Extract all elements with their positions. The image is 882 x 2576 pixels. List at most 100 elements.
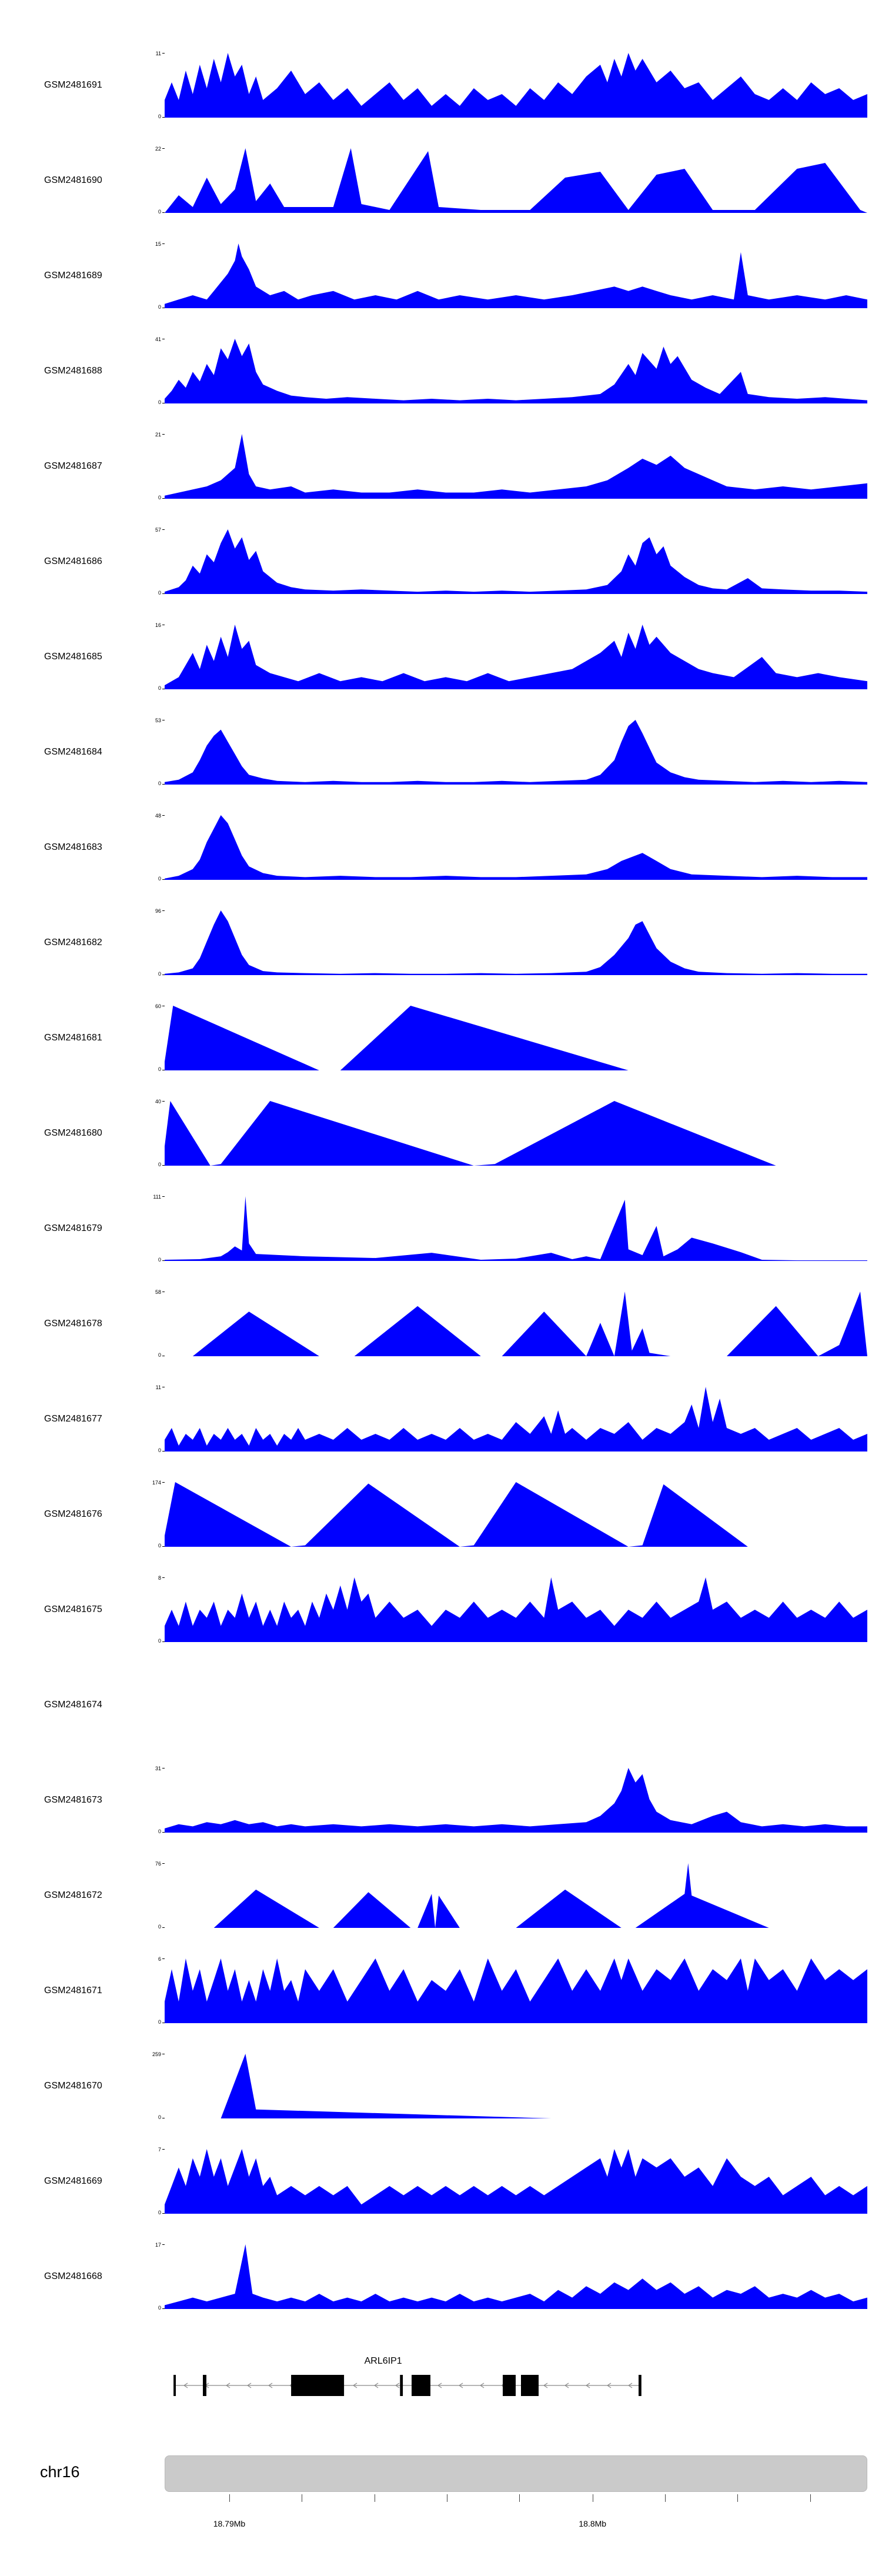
axis-zero-label: 0 — [158, 114, 161, 119]
axis-max-label: 17 — [155, 2242, 161, 2248]
track-row: GSM2481683 48 0 — [0, 813, 882, 910]
axis-tick-mark — [162, 53, 165, 54]
coverage-area — [165, 1577, 867, 1642]
axis-tick-mark — [162, 1927, 165, 1928]
strand-arrow-icon — [564, 2383, 569, 2388]
strand-arrow-icon — [373, 2383, 379, 2388]
axis-tick-mark — [162, 212, 165, 213]
axis-tick-mark — [162, 1863, 165, 1864]
axis-zero-label: 0 — [158, 2019, 161, 2025]
strand-arrow-icon — [183, 2383, 188, 2388]
track-label: GSM2481676 — [44, 1509, 102, 1519]
track-label: GSM2481670 — [44, 2081, 102, 2091]
coverage-area — [165, 1101, 867, 1166]
track-row: GSM2481669 7 0 — [0, 2147, 882, 2244]
track-label: GSM2481687 — [44, 461, 102, 471]
strand-arrow-icon — [352, 2383, 358, 2388]
track-row: GSM2481670 259 0 — [0, 2052, 882, 2149]
axis-tick-mark — [162, 498, 165, 499]
track-label: GSM2481691 — [44, 80, 102, 90]
axis-zero-label: 0 — [158, 495, 161, 500]
coverage-plot: 174 0 — [152, 1480, 867, 1549]
gene-track-section: ARL6IP1 — [0, 2340, 882, 2410]
track-row: GSM2481672 76 0 — [0, 1861, 882, 1958]
coverage-area — [165, 148, 867, 213]
axis-max-label: 57 — [155, 527, 161, 533]
axis-tick-mark — [162, 1768, 165, 1769]
ruler-tick — [664, 2494, 666, 2502]
axis-tick-mark — [162, 1260, 165, 1261]
axis-max-label: 21 — [155, 432, 161, 438]
ruler-tick-label: 18.79Mb — [213, 2519, 246, 2528]
axis-zero-label: 0 — [158, 1352, 161, 1358]
track-label: GSM2481678 — [44, 1319, 102, 1329]
ruler-tick — [737, 2494, 738, 2502]
coverage-plot — [165, 1673, 867, 1737]
axis-zero-label: 0 — [158, 1066, 161, 1072]
strand-arrow-icon — [395, 2383, 400, 2388]
coverage-area — [165, 625, 867, 689]
strand-arrow-icon — [268, 2383, 273, 2388]
coverage-area — [165, 1863, 867, 1928]
axis-max-label: 111 — [153, 1194, 161, 1200]
axis-max-label: 22 — [155, 146, 161, 152]
track-label: GSM2481677 — [44, 1414, 102, 1424]
coverage-area — [165, 529, 867, 594]
coverage-plot: 40 0 — [155, 1099, 867, 1167]
axis-max-label: 15 — [155, 241, 161, 247]
track-label: GSM2481668 — [44, 2271, 102, 2281]
axis-tick-mark — [162, 1196, 165, 1197]
axis-max-label: 40 — [155, 1099, 161, 1105]
axis-max-label: 60 — [155, 1003, 161, 1009]
track-row: GSM2481689 15 0 — [0, 242, 882, 339]
track-label: GSM2481682 — [44, 937, 102, 947]
track-row: GSM2481684 53 0 — [0, 718, 882, 815]
exon — [412, 2375, 430, 2396]
chromosome-label: chr16 — [40, 2463, 80, 2481]
ideogram-bar — [165, 2455, 867, 2492]
axis-max-label: 11 — [155, 1384, 161, 1390]
strand-arrow-icon — [458, 2383, 463, 2388]
coverage-area — [165, 910, 867, 975]
coverage-plot: 111 0 — [153, 1194, 867, 1263]
axis-tick-mark — [162, 593, 165, 594]
axis-zero-label: 0 — [158, 971, 161, 977]
coverage-area — [165, 339, 867, 403]
track-label: GSM2481673 — [44, 1795, 102, 1805]
strand-arrow-icon — [627, 2383, 633, 2388]
coverage-plot: 259 0 — [152, 2052, 867, 2120]
track-label: GSM2481674 — [44, 1700, 102, 1710]
axis-max-label: 7 — [158, 2147, 161, 2153]
axis-tick-mark — [162, 2244, 165, 2245]
axis-zero-label: 0 — [158, 685, 161, 691]
axis-max-label: 53 — [155, 718, 161, 723]
axis-zero-label: 0 — [158, 2114, 161, 2120]
track-label: GSM2481681 — [44, 1033, 102, 1043]
coverage-plot: 22 0 — [155, 146, 867, 215]
coverage-plot: 11 0 — [156, 51, 867, 119]
axis-tick-mark — [162, 1101, 165, 1102]
ruler-tick-label: 18.8Mb — [579, 2519, 607, 2528]
axis-max-label: 174 — [152, 1480, 161, 1486]
axis-tick-mark — [162, 1832, 165, 1833]
coverage-plot: 15 0 — [155, 242, 867, 310]
axis-zero-label: 0 — [158, 1924, 161, 1930]
coverage-area — [165, 1006, 867, 1070]
axis-tick-mark — [162, 879, 165, 880]
track-row: GSM2481690 22 0 — [0, 146, 882, 243]
axis-zero-label: 0 — [158, 1257, 161, 1263]
track-label: GSM2481690 — [44, 175, 102, 185]
strand-arrow-icon — [479, 2383, 485, 2388]
strand-arrow-icon — [606, 2383, 612, 2388]
track-label: GSM2481689 — [44, 271, 102, 281]
coverage-plot: 53 0 — [155, 718, 867, 786]
track-label: GSM2481680 — [44, 1128, 102, 1138]
exon — [291, 2375, 345, 2396]
track-label: GSM2481669 — [44, 2176, 102, 2186]
axis-max-label: 8 — [158, 1575, 161, 1581]
axis-tick-mark — [162, 529, 165, 530]
axis-zero-label: 0 — [158, 1543, 161, 1549]
coverage-area — [165, 1196, 867, 1261]
axis-tick-mark — [162, 1546, 165, 1547]
